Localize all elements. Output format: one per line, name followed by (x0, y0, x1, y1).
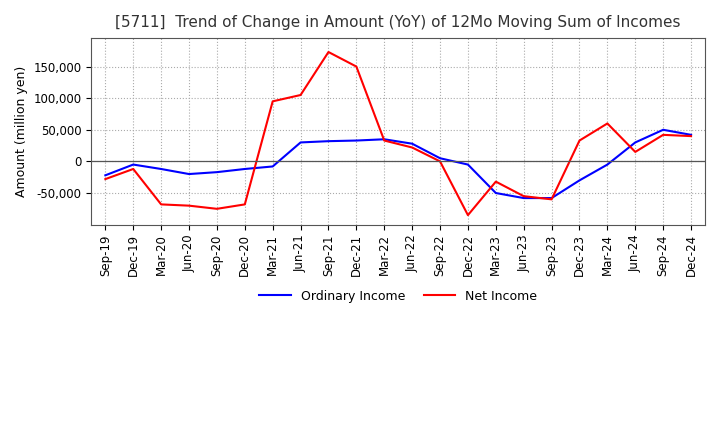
Ordinary Income (240, 166, 249, 172)
Net Income (296, 92, 305, 98)
Ordinary Income (352, 138, 361, 143)
Net Income (352, 64, 361, 69)
Y-axis label: Amount (million yen): Amount (million yen) (15, 66, 28, 197)
Ordinary Income (575, 178, 584, 183)
Ordinary Income (380, 137, 389, 142)
Ordinary Income (436, 156, 444, 161)
Net Income (436, 159, 444, 164)
Net Income (408, 145, 416, 150)
Ordinary Income (631, 140, 639, 145)
Net Income (129, 166, 138, 172)
Ordinary Income (157, 166, 166, 172)
Legend: Ordinary Income, Net Income: Ordinary Income, Net Income (254, 285, 542, 308)
Net Income (240, 202, 249, 207)
Ordinary Income (212, 169, 221, 175)
Net Income (101, 176, 109, 182)
Net Income (492, 179, 500, 184)
Ordinary Income (547, 195, 556, 201)
Net Income (380, 138, 389, 143)
Ordinary Income (101, 172, 109, 178)
Net Income (603, 121, 612, 126)
Ordinary Income (492, 191, 500, 196)
Ordinary Income (324, 139, 333, 144)
Ordinary Income (185, 172, 194, 177)
Net Income (519, 194, 528, 199)
Ordinary Income (408, 141, 416, 147)
Net Income (185, 203, 194, 208)
Net Income (464, 213, 472, 218)
Line: Net Income: Net Income (105, 52, 691, 215)
Ordinary Income (269, 164, 277, 169)
Net Income (547, 197, 556, 202)
Net Income (269, 99, 277, 104)
Ordinary Income (659, 127, 667, 132)
Net Income (212, 206, 221, 212)
Net Income (659, 132, 667, 137)
Net Income (324, 49, 333, 55)
Title: [5711]  Trend of Change in Amount (YoY) of 12Mo Moving Sum of Incomes: [5711] Trend of Change in Amount (YoY) o… (115, 15, 681, 30)
Net Income (687, 133, 696, 139)
Net Income (575, 138, 584, 143)
Ordinary Income (687, 132, 696, 137)
Ordinary Income (519, 195, 528, 201)
Ordinary Income (464, 162, 472, 167)
Net Income (157, 202, 166, 207)
Line: Ordinary Income: Ordinary Income (105, 130, 691, 198)
Net Income (631, 149, 639, 154)
Ordinary Income (603, 162, 612, 167)
Ordinary Income (129, 162, 138, 167)
Ordinary Income (296, 140, 305, 145)
